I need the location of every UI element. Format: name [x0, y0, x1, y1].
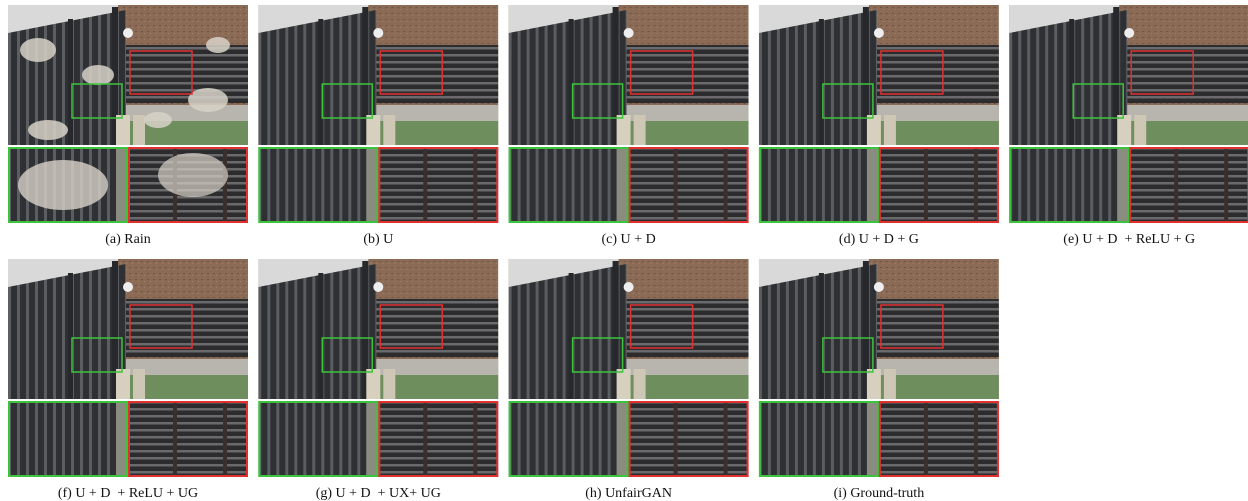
- figure: (a) Rain (b) U (c) U + D (d) U + D + G (e) U…: [0, 0, 1248, 501]
- caption: (a) Rain: [105, 232, 150, 247]
- panel: (i) Ground-truth: [759, 259, 999, 501]
- scene-image: [509, 259, 749, 399]
- rain-blob: [82, 65, 114, 85]
- scene-image: [258, 5, 498, 145]
- scene-image: [759, 259, 999, 399]
- scene-image: [509, 5, 749, 145]
- scene-image: [8, 259, 248, 399]
- caption: (h) UnfairGAN: [585, 486, 672, 501]
- rain-blob: [28, 120, 68, 140]
- caption: (b) U: [363, 232, 393, 247]
- scene-image: [759, 5, 999, 145]
- panel: (h) UnfairGAN: [509, 259, 749, 501]
- caption: (e) U + D + ReLU + G: [1063, 232, 1195, 247]
- caption: (d) U + D + G: [839, 232, 919, 247]
- panel: (d) U + D + G: [759, 5, 999, 247]
- rain-blob: [18, 160, 108, 210]
- caption: (g) U + D + UX+ UG: [316, 486, 441, 501]
- rain-blob: [188, 88, 228, 112]
- panel: (f) U + D + ReLU + UG: [8, 259, 248, 501]
- rain-blob: [206, 37, 230, 53]
- panel: (a) Rain: [8, 5, 248, 247]
- caption: (f) U + D + ReLU + UG: [58, 486, 198, 501]
- panel: (e) U + D + ReLU + G: [1009, 5, 1248, 247]
- panel: (b) U: [258, 5, 498, 247]
- panel: (c) U + D: [509, 5, 749, 247]
- caption: (i) Ground-truth: [834, 486, 925, 501]
- rain-blob: [20, 38, 56, 62]
- caption: (c) U + D: [602, 232, 656, 247]
- scene-image: [1009, 5, 1248, 145]
- rain-blob: [158, 153, 228, 197]
- panel: (g) U + D + UX+ UG: [258, 259, 498, 501]
- rain-blob: [144, 112, 172, 128]
- scene-image: [258, 259, 498, 399]
